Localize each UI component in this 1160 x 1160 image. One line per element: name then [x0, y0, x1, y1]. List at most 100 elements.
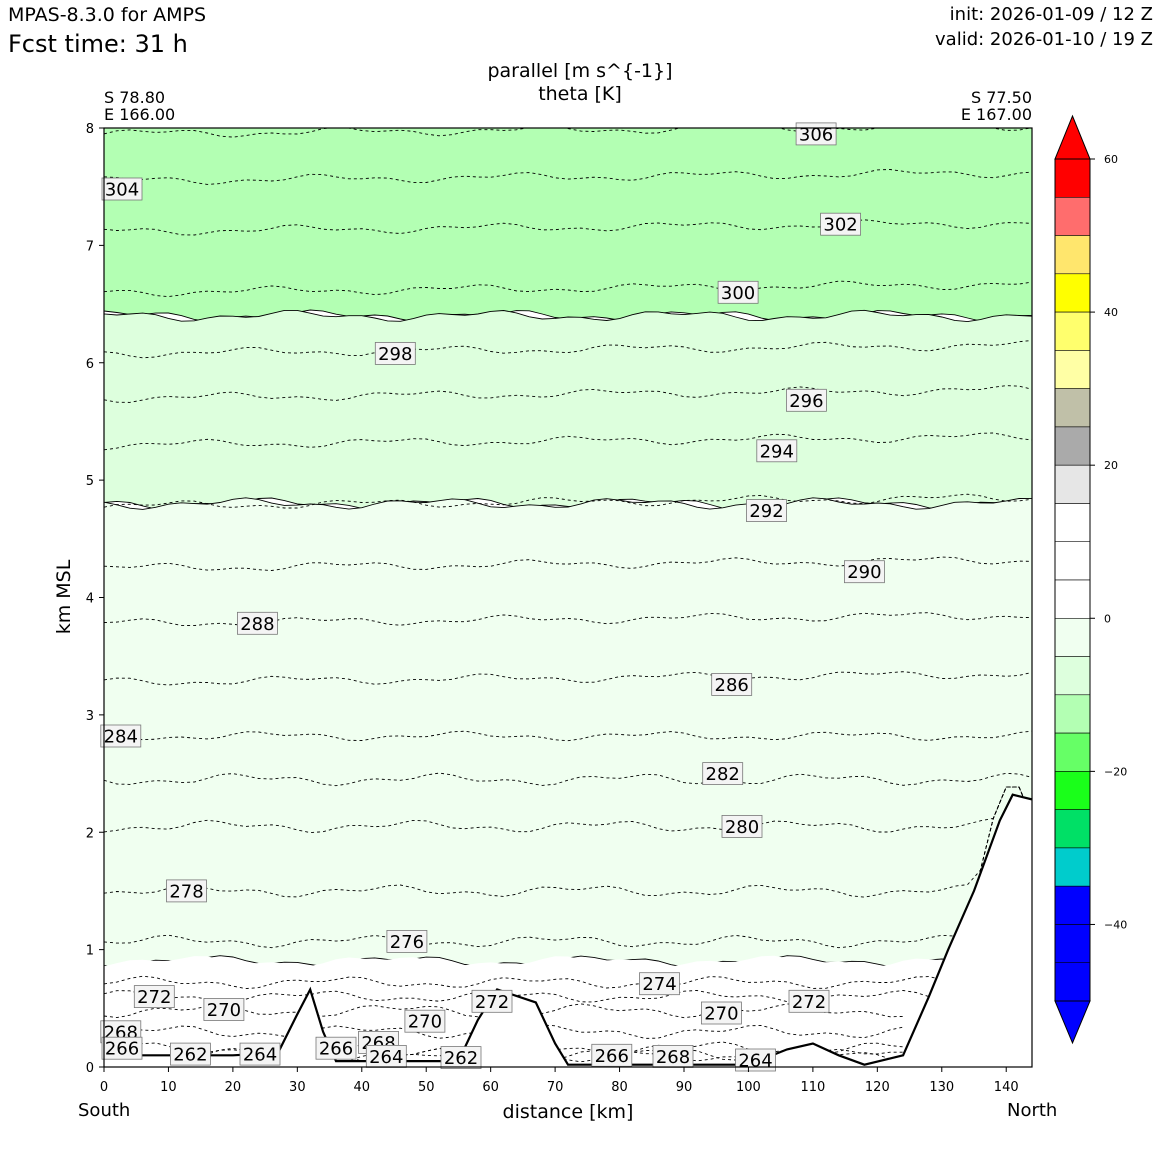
south-end-label: South: [78, 1100, 131, 1121]
colorbar-level-16: [1054, 771, 1091, 811]
contour-label-text: 270: [704, 1004, 738, 1025]
contour-label-text: 284: [104, 727, 138, 748]
colorbar-tick-label: −20: [1104, 765, 1127, 778]
contour-label-box: [404, 1009, 446, 1033]
contour-label-text: 264: [369, 1047, 403, 1068]
contour-label-text: 262: [173, 1045, 207, 1066]
forecast-time: Fcst time: 31 h: [8, 30, 188, 58]
theta-contour-272: [104, 786, 1032, 1004]
theta-contour-284: [104, 730, 1032, 742]
theta-contour-282: [104, 772, 1032, 787]
theta-contour-292: [104, 493, 1032, 509]
contour-label-box: [717, 280, 759, 304]
contour-label-box: [100, 724, 142, 748]
theta-contour-298: [104, 340, 1032, 359]
theta-contour-274: [104, 786, 1032, 990]
contour-label-box: [735, 1048, 776, 1072]
theta-contour-304: [104, 169, 1032, 185]
colorbar-level-0: [1054, 158, 1091, 198]
contour-label-box: [639, 972, 680, 996]
contour-label-266: 266: [101, 1036, 143, 1060]
contour-label-box: [844, 560, 885, 584]
colorbar-level-20: [1054, 924, 1091, 964]
contour-label-box: [820, 212, 861, 236]
colorbar-level-11: [1054, 579, 1091, 619]
contour-label-text: 276: [390, 932, 424, 953]
contour-label-282: 282: [702, 762, 744, 785]
chart-title-theta: theta [K]: [538, 83, 622, 105]
contour-label-box: [746, 499, 787, 523]
wind-band-0: [104, 128, 1032, 322]
x-tick-label: 50: [418, 1080, 435, 1095]
x-tick-label: 10: [160, 1080, 177, 1095]
contour-label-text: 264: [243, 1045, 277, 1066]
contour-label-text: 294: [760, 441, 794, 462]
colorbar-level-14: [1054, 694, 1091, 734]
contour-label-text: 266: [105, 1039, 139, 1060]
contour-label-262: 262: [440, 1046, 482, 1069]
theta-contour-278: [104, 786, 1032, 898]
x-tick-label: 0: [100, 1080, 108, 1095]
contour-label-text: 292: [749, 501, 783, 522]
contour-label-text: 264: [738, 1051, 772, 1072]
y-tick-label: 6: [86, 357, 94, 372]
chart-title-wind: parallel [m s^{-1}]: [487, 60, 673, 82]
x-tick-label: 70: [547, 1080, 564, 1095]
contour-label-box: [374, 341, 416, 365]
contour-label-box: [756, 439, 798, 463]
colorbar-level-1: [1054, 197, 1091, 236]
contour-label-box: [788, 989, 830, 1013]
contour-label-box: [711, 673, 753, 696]
colorbar-level-7: [1054, 426, 1091, 466]
colorbar-bottom-extend: [1054, 1000, 1091, 1045]
north-end-label: North: [1007, 1100, 1058, 1121]
contour-label-box: [315, 1036, 357, 1060]
wind-band-1: [104, 309, 1032, 510]
contour-label-264: 264: [365, 1045, 407, 1068]
x-tick-label: 80: [611, 1080, 628, 1095]
contour-label-text: 262: [444, 1048, 478, 1069]
contour-label-text: 270: [408, 1012, 442, 1033]
contour-label-text: 272: [137, 987, 171, 1008]
x-tick-label: 20: [225, 1080, 242, 1095]
contour-label-box: [721, 815, 763, 838]
start-longitude: E 166.00: [104, 105, 176, 124]
colorbar-level-3: [1054, 273, 1091, 313]
contour-label-text: 298: [378, 344, 412, 365]
y-tick-label: 5: [86, 474, 94, 489]
contour-label-box: [239, 1042, 281, 1066]
colorbar-level-18: [1054, 847, 1091, 887]
init-time: init: 2026-01-09 / 12 Z: [949, 4, 1153, 25]
colorbar-tick-label: −40: [1104, 918, 1127, 931]
colorbar-level-8: [1054, 464, 1091, 504]
y-tick-label: 1: [86, 944, 94, 959]
theta-contour-302: [104, 219, 1032, 236]
colorbar-level-12: [1054, 617, 1091, 657]
contour-label-box: [701, 1001, 742, 1025]
contour-label-266: 266: [591, 1043, 633, 1067]
contour-label-304: 304: [101, 177, 143, 201]
contour-label-276: 276: [386, 930, 428, 953]
contour-label-270: 270: [203, 998, 245, 1021]
contour-label-270: 270: [404, 1009, 446, 1033]
contour-label-text: 266: [595, 1046, 629, 1067]
contour-label-264: 264: [239, 1042, 281, 1066]
x-tick-label: 100: [736, 1080, 761, 1095]
contour-label-text: 282: [706, 764, 740, 785]
theta-contour-294: [104, 432, 1032, 451]
y-tick-label: 7: [86, 239, 94, 254]
contour-label-294: 294: [756, 439, 798, 463]
contour-label-262: 262: [169, 1042, 211, 1066]
contour-label-290: 290: [844, 560, 885, 584]
contour-label-box: [591, 1043, 633, 1067]
model-name: MPAS-8.3.0 for AMPS: [8, 4, 207, 26]
valid-time: valid: 2026-01-10 / 19 Z: [935, 29, 1153, 50]
terrain-fill: [104, 794, 1032, 1067]
colorbar-top-extend: [1054, 114, 1091, 160]
contour-label-text: 272: [475, 992, 509, 1013]
contour-label-text: 286: [715, 675, 749, 696]
contour-label-302: 302: [820, 212, 861, 236]
contour-label-286: 286: [711, 673, 753, 696]
theta-contour-300: [104, 280, 1032, 298]
end-longitude: E 167.00: [960, 105, 1032, 124]
